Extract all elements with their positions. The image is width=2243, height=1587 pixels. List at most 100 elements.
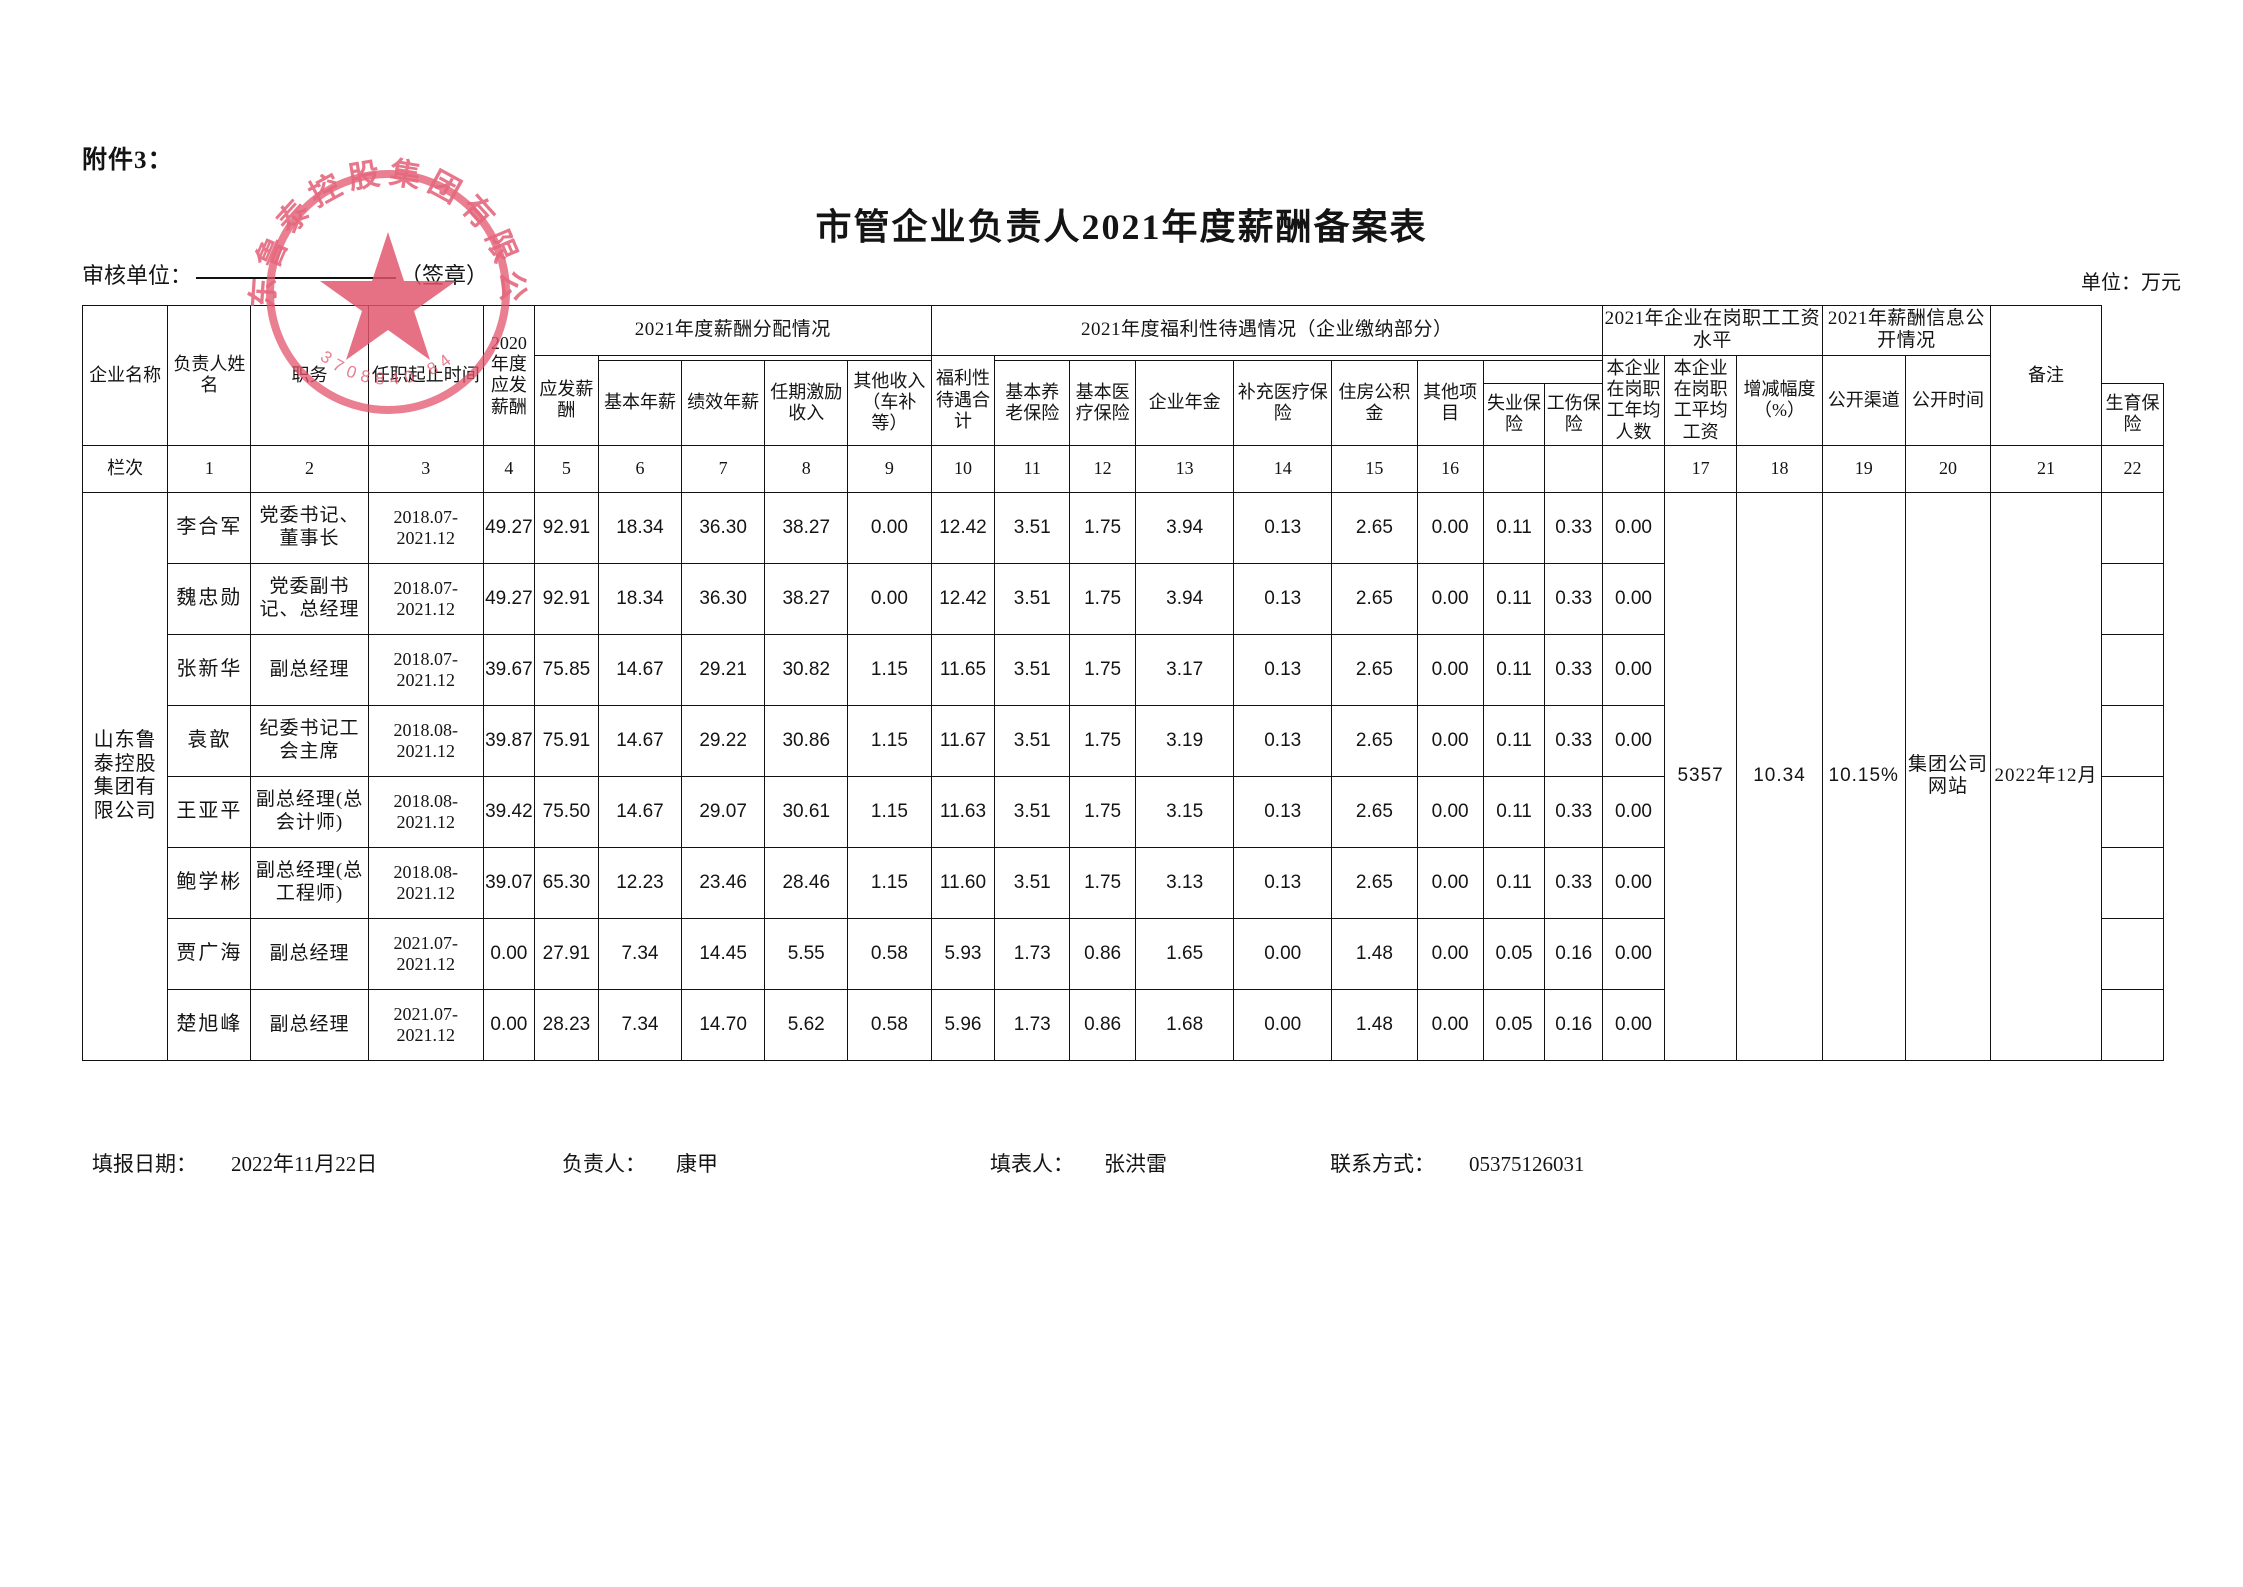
table-row: 楚旭峰 副总经理 2021.07- 2021.12 0.00 28.23 7.34… <box>83 988 2165 1061</box>
attachment-label: 附件3： <box>82 147 174 174</box>
col-post: 职务 <box>250 305 369 446</box>
cell-tenure: 2018.07- 2021.12 <box>367 491 484 564</box>
cell-basic-medical: 0.86 <box>1069 917 1137 990</box>
col-other-income: 其他收入（车补等） <box>847 359 932 446</box>
cell-post: 副总经理(总工程师) <box>250 846 369 919</box>
cell-perf-salary: 29.21 <box>681 633 766 706</box>
footer: 填报日期： 2022年11月22日 负责人： 康甲 填表人： 张洪雷 联系方式： 053… <box>0 1148 2243 1188</box>
cell-other-income: 1.15 <box>847 846 932 919</box>
cell-leader-name: 魏忠勋 <box>167 562 252 635</box>
cell-supp-medical: 0.00 <box>1233 917 1333 990</box>
cell-change-rate: 10.15% <box>1821 491 1906 1061</box>
cell-maternity: 0.00 <box>1602 704 1665 777</box>
cell-unemployment: 0.11 <box>1482 775 1546 848</box>
cell-housing-fund: 2.65 <box>1331 846 1418 919</box>
cell-perf-salary: 14.45 <box>681 917 766 990</box>
cell-perf-salary: 29.07 <box>681 775 766 848</box>
col-other-items: 其他项目 <box>1416 359 1484 446</box>
cell-work-injury: 0.33 <box>1544 562 1604 635</box>
cell-leader-name: 楚旭峰 <box>167 988 252 1061</box>
header-sub-row-a: 基本年薪 绩效年薪 任期激励收入 其他收入（车补等） 基本养老保险 基本医疗保险… <box>83 359 2164 446</box>
cell-term-incentive: 5.62 <box>764 988 849 1061</box>
cell-work-injury: 0.33 <box>1544 491 1604 564</box>
col-pay-2020: 2020年度应发薪酬 <box>482 305 535 446</box>
index-6: 6 <box>597 444 683 493</box>
cell-other-income: 0.58 <box>847 917 932 990</box>
cell-pay-2020: 39.07 <box>482 846 535 919</box>
index-8: 8 <box>764 444 849 493</box>
cell-remark <box>2100 775 2165 848</box>
cell-basic-pension: 3.51 <box>994 775 1071 848</box>
cell-base-salary: 14.67 <box>597 775 683 848</box>
cell-leader-name: 李合军 <box>167 491 252 564</box>
cell-base-salary: 14.67 <box>597 633 683 706</box>
cell-supp-medical: 0.13 <box>1233 633 1333 706</box>
cell-post: 党委书记、董事长 <box>250 491 369 564</box>
cell-housing-fund: 1.48 <box>1331 988 1418 1061</box>
preparer-value: 张洪雷 <box>1104 1152 1167 1176</box>
cell-leader-name: 贾广海 <box>167 917 252 990</box>
index-blank-1 <box>1482 444 1546 493</box>
cell-work-injury: 0.16 <box>1544 988 1604 1061</box>
cell-tenure: 2018.07- 2021.12 <box>367 633 484 706</box>
index-12: 12 <box>1069 444 1137 493</box>
cell-supp-medical: 0.00 <box>1233 988 1333 1061</box>
cell-unemployment: 0.11 <box>1482 704 1546 777</box>
header-group-row: 企业名称 负责人姓名 职务 任职起止时间 2020年度应发薪酬 2021年度薪酬… <box>81 305 2164 446</box>
index-3: 3 <box>367 444 484 493</box>
leader-label: 负责人： <box>562 1152 646 1176</box>
col-housing-fund: 住房公积金 <box>1331 359 1418 446</box>
cell-work-injury: 0.33 <box>1544 775 1604 848</box>
index-17: 17 <box>1663 444 1738 493</box>
cell-annuity: 1.68 <box>1135 988 1235 1061</box>
cell-post: 纪委书记工会主席 <box>250 704 369 777</box>
cell-maternity: 0.00 <box>1602 917 1665 990</box>
cell-unemployment: 0.11 <box>1482 562 1546 635</box>
cell-basic-pension: 3.51 <box>994 562 1071 635</box>
cell-term-incentive: 38.27 <box>764 562 849 635</box>
col-change-rate: 增减幅度（%） <box>1736 354 1823 446</box>
col-basic-pension: 基本养老保险 <box>994 359 1071 446</box>
cell-basic-pension: 3.51 <box>994 633 1071 706</box>
cell-pay-2020: 0.00 <box>482 988 535 1061</box>
cell-welfare-total: 11.67 <box>930 704 996 777</box>
col-company: 企业名称 <box>81 305 169 446</box>
footer-leader: 负责人： 康甲 <box>562 1148 718 1178</box>
index-13: 13 <box>1135 444 1235 493</box>
index-row-label: 栏次 <box>81 444 169 493</box>
cell-other-income: 1.15 <box>847 704 932 777</box>
spacer-welfare <box>994 354 1604 361</box>
cell-annuity: 3.15 <box>1135 775 1235 848</box>
cell-term-incentive: 38.27 <box>764 491 849 564</box>
cell-post: 副总经理 <box>250 988 369 1061</box>
cell-maternity: 0.00 <box>1602 491 1665 564</box>
index-11: 11 <box>994 444 1071 493</box>
cell-work-injury: 0.33 <box>1544 633 1604 706</box>
cell-payable: 28.23 <box>533 988 599 1061</box>
cell-tenure: 2018.08- 2021.12 <box>367 704 484 777</box>
cell-pay-2020: 39.67 <box>482 633 535 706</box>
table-row: 山东鲁泰控股集团有限公司 李合军 党委书记、董事长 2018.07- 2021.1… <box>81 491 2165 1061</box>
cell-payable: 65.30 <box>533 846 599 919</box>
cell-annuity: 3.94 <box>1135 491 1235 564</box>
cell-base-salary: 7.34 <box>597 917 683 990</box>
col-maternity: 生育保险 <box>2100 382 2165 446</box>
cell-other-items: 0.00 <box>1416 633 1484 706</box>
cell-work-injury: 0.33 <box>1544 704 1604 777</box>
cell-remark <box>2100 633 2165 706</box>
cell-leader-name: 鲍学彬 <box>167 846 252 919</box>
cell-perf-salary: 36.30 <box>681 491 766 564</box>
col-leader-name: 负责人姓名 <box>167 305 252 446</box>
cell-payable: 27.91 <box>533 917 599 990</box>
audit-unit-label: 审核单位： <box>82 263 193 288</box>
cell-housing-fund: 2.65 <box>1331 562 1418 635</box>
audit-unit-line: 审核单位： （签章） <box>82 258 488 290</box>
contact-label: 联系方式： <box>1330 1152 1435 1176</box>
col-welfare-total: 福利性待遇合计 <box>930 354 996 446</box>
table-row: 鲍学彬 副总经理(总工程师) 2018.08- 2021.12 39.07 65.… <box>83 846 2165 919</box>
cell-avg-wage: 10.34 <box>1736 491 1823 1061</box>
col-base-salary: 基本年薪 <box>597 359 683 446</box>
cell-base-salary: 18.34 <box>597 491 683 564</box>
cell-work-injury: 0.33 <box>1544 846 1604 919</box>
